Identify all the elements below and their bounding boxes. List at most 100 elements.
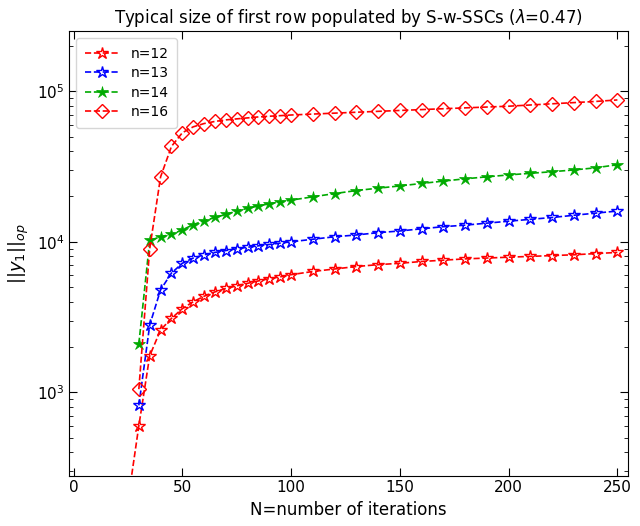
n=16 [309, 111, 317, 117]
n=14 [483, 174, 491, 180]
n=16 [527, 102, 534, 108]
n=16 [592, 98, 600, 105]
n=14 [331, 190, 339, 197]
n=16 [211, 118, 219, 125]
n=13 [157, 287, 164, 293]
n=14 [255, 203, 262, 209]
n=13 [168, 270, 175, 276]
n=12 [527, 253, 534, 259]
n=12 [331, 266, 339, 272]
n=14 [200, 218, 208, 224]
n=13 [200, 251, 208, 258]
n=13 [189, 255, 197, 261]
n=12 [396, 260, 404, 267]
n=12 [179, 306, 186, 312]
n=14 [418, 180, 426, 187]
n=16 [614, 97, 621, 103]
n=12 [418, 258, 426, 265]
Line: n=16: n=16 [134, 95, 622, 394]
n=13 [548, 214, 556, 220]
n=12 [483, 255, 491, 261]
n=12 [168, 315, 175, 321]
n=13 [418, 226, 426, 232]
n=12 [614, 249, 621, 256]
n=13 [287, 239, 295, 245]
n=12 [157, 327, 164, 333]
n=16 [483, 104, 491, 110]
n=13 [505, 218, 513, 225]
n=12 [440, 257, 447, 264]
n=14 [309, 194, 317, 200]
n=12 [309, 268, 317, 275]
n=16 [244, 115, 252, 121]
n=12 [233, 282, 241, 289]
n=13 [440, 224, 447, 230]
n=14 [211, 214, 219, 220]
n=14 [276, 199, 284, 205]
n=14 [396, 183, 404, 189]
Legend: n=12, n=13, n=14, n=16: n=12, n=13, n=14, n=16 [76, 38, 177, 128]
n=14 [461, 176, 469, 182]
n=16 [418, 106, 426, 113]
n=13 [527, 216, 534, 222]
n=14 [592, 165, 600, 171]
n=13 [570, 212, 578, 218]
X-axis label: N=number of iterations: N=number of iterations [250, 501, 447, 519]
n=13 [614, 208, 621, 214]
n=16 [353, 109, 360, 115]
n=14 [146, 237, 154, 244]
n=14 [374, 185, 382, 191]
n=12 [146, 352, 154, 359]
n=12 [244, 280, 252, 287]
n=13 [233, 246, 241, 252]
n=16 [266, 113, 273, 119]
n=13 [331, 234, 339, 240]
n=14 [179, 227, 186, 233]
n=12 [287, 271, 295, 278]
n=13 [135, 402, 143, 409]
n=16 [505, 103, 513, 109]
n=16 [331, 110, 339, 116]
n=16 [440, 106, 447, 112]
n=16 [200, 120, 208, 127]
n=12 [374, 261, 382, 268]
Y-axis label: $||y_1||_{op}$: $||y_1||_{op}$ [7, 223, 31, 284]
n=13 [374, 229, 382, 236]
n=12 [276, 274, 284, 280]
n=14 [548, 168, 556, 175]
n=12 [200, 293, 208, 299]
n=12 [505, 254, 513, 260]
n=16 [255, 114, 262, 120]
n=12 [135, 422, 143, 429]
n=13 [222, 247, 230, 254]
n=13 [309, 236, 317, 242]
n=13 [266, 241, 273, 248]
n=12 [255, 278, 262, 284]
n=16 [233, 116, 241, 122]
n=16 [276, 113, 284, 119]
Line: n=13: n=13 [132, 205, 623, 412]
n=16 [461, 105, 469, 111]
n=14 [505, 172, 513, 178]
n=14 [287, 197, 295, 204]
n=13 [276, 240, 284, 246]
n=16 [396, 107, 404, 114]
n=14 [614, 161, 621, 168]
n=13 [592, 210, 600, 216]
n=12 [222, 285, 230, 291]
n=14 [353, 187, 360, 194]
n=14 [135, 341, 143, 347]
n=16 [548, 100, 556, 107]
n=16 [157, 174, 164, 180]
n=14 [570, 167, 578, 173]
n=14 [168, 231, 175, 238]
n=12 [189, 299, 197, 305]
Line: n=14: n=14 [132, 158, 623, 350]
n=16 [222, 117, 230, 123]
Title: Typical size of first row populated by S-w-SSCs ($\lambda$=0.47): Typical size of first row populated by S… [115, 7, 583, 29]
n=16 [287, 112, 295, 118]
n=13 [353, 232, 360, 238]
n=14 [189, 221, 197, 228]
n=12 [570, 251, 578, 258]
n=14 [157, 234, 164, 240]
